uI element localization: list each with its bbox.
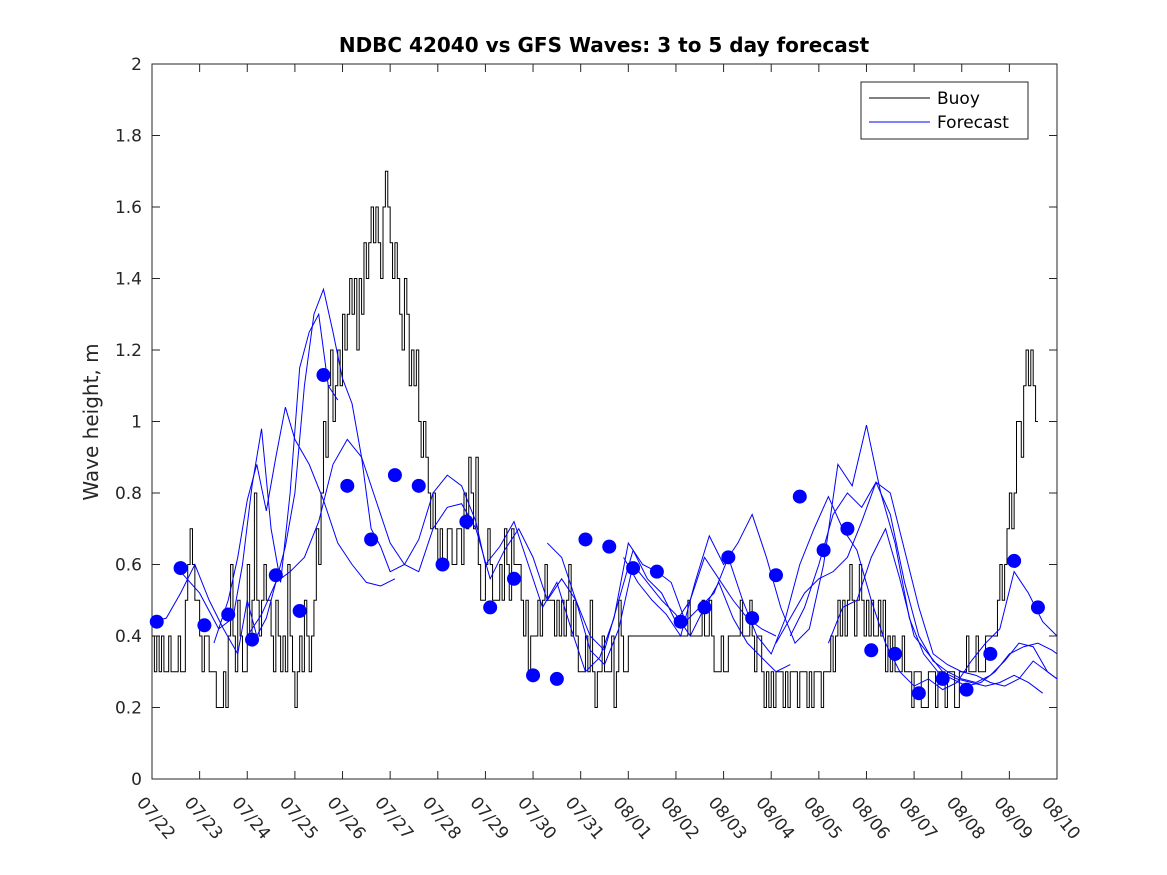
forecast-marker: [483, 600, 498, 615]
forecast-marker: [888, 646, 903, 661]
forecast-marker: [602, 539, 617, 554]
forecast-run-line: [775, 480, 1058, 684]
forecast-marker: [1007, 553, 1022, 568]
forecast-marker: [935, 671, 950, 686]
forecast-marker: [626, 561, 641, 576]
forecast-marker: [816, 543, 831, 558]
buoy-series-line: [152, 170, 1038, 708]
y-tick-label: 0.8: [115, 484, 142, 504]
forecast-marker: [173, 561, 188, 576]
forecast-marker: [840, 521, 855, 536]
forecast-marker: [268, 568, 283, 583]
y-tick-label: 1.6: [115, 198, 142, 218]
forecast-marker: [578, 532, 593, 547]
forecast-marker: [340, 478, 355, 493]
y-tick-label: 0.6: [115, 556, 142, 576]
forecast-marker: [697, 600, 712, 615]
forecast-run-line: [180, 312, 339, 630]
y-tick-label: 0: [131, 770, 142, 790]
y-tick-label: 1.2: [115, 341, 142, 361]
y-tick-label: 2: [131, 55, 142, 75]
forecast-marker: [316, 368, 331, 383]
y-tick-label: 1.4: [115, 270, 142, 290]
forecast-run-line: [789, 481, 1058, 687]
forecast-marker: [149, 614, 164, 629]
forecast-marker: [1030, 600, 1045, 615]
forecast-marker: [864, 643, 879, 658]
forecast-marker: [983, 646, 998, 661]
forecast-marker: [245, 632, 260, 647]
forecast-marker: [673, 614, 688, 629]
forecast-marker: [792, 489, 807, 504]
y-tick-label: 0.4: [115, 627, 142, 647]
forecast-marker: [435, 557, 450, 572]
forecast-marker: [649, 564, 664, 579]
y-axis-label: Wave height, m: [79, 343, 103, 500]
forecast-marker: [745, 611, 760, 626]
chart-title: NDBC 42040 vs GFS Waves: 3 to 5 day fore…: [339, 33, 870, 57]
forecast-marker: [364, 532, 379, 547]
forecast-marker: [507, 571, 521, 586]
forecast-marker: [768, 568, 783, 583]
forecast-marker: [526, 668, 541, 683]
y-tick-label: 0.2: [115, 699, 142, 719]
y-tick-label: 1: [131, 413, 142, 433]
forecast-marker: [721, 550, 736, 565]
forecast-marker: [411, 478, 426, 493]
legend-box: [860, 81, 1029, 140]
forecast-run-line: [246, 438, 791, 673]
forecast-marker: [549, 671, 564, 686]
forecast-marker: [459, 514, 474, 529]
forecast-marker: [959, 682, 974, 697]
legend-buoy-label: Buoy: [937, 89, 980, 109]
legend-forecast-label: Forecast: [937, 113, 1009, 133]
y-tick-label: 1.8: [115, 127, 142, 147]
forecast-marker: [387, 468, 402, 483]
forecast-marker: [197, 618, 212, 633]
legend: Buoy Forecast: [860, 81, 1029, 140]
forecast-run-line: [546, 542, 777, 652]
forecast-marker: [911, 686, 926, 701]
forecast-run-line: [213, 407, 396, 644]
forecast-marker: [221, 607, 236, 622]
forecast-marker: [292, 603, 307, 618]
